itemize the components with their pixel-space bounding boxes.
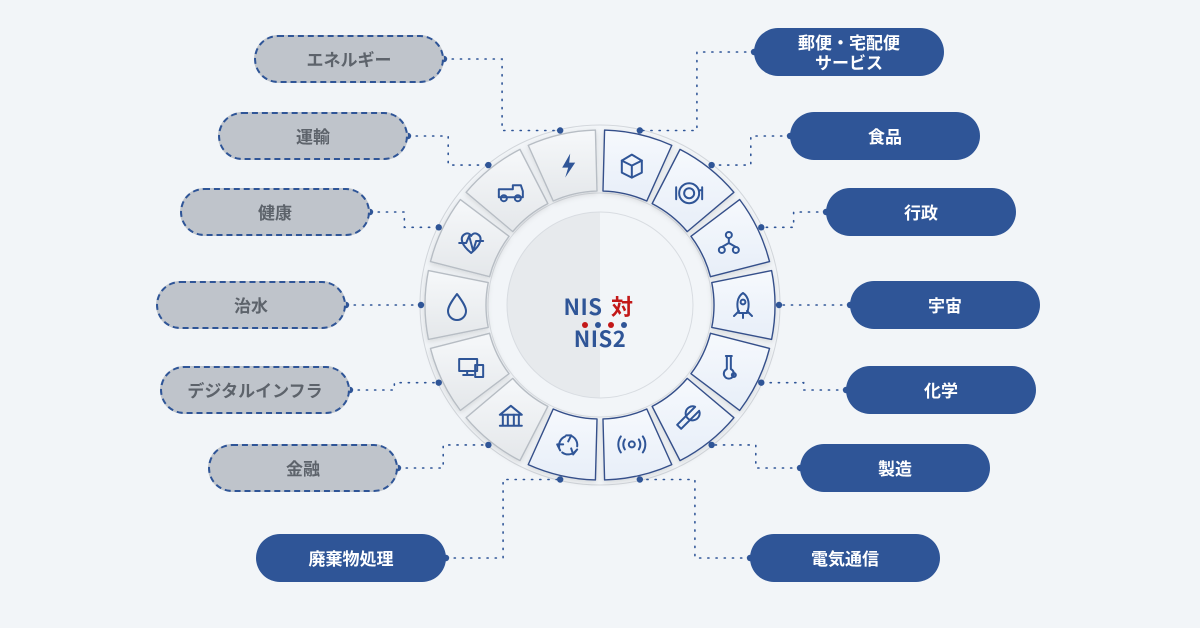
connector-manufacture <box>712 445 800 468</box>
sector-pill-digital: デジタルインフラ <box>160 366 350 414</box>
connector-waste <box>446 480 560 558</box>
connector-dot <box>758 224 764 230</box>
accent-dot <box>582 322 588 328</box>
accent-dot <box>608 322 614 328</box>
connector-dot <box>485 442 491 448</box>
connector-finance <box>398 445 488 468</box>
center-dots <box>582 322 627 328</box>
connector-dot <box>557 127 563 133</box>
sector-pill-food: 食品 <box>790 112 980 160</box>
sector-pill-admin: 行政 <box>826 188 1016 236</box>
connector-dot <box>637 476 643 482</box>
sector-pill-telecom: 電気通信 <box>750 534 940 582</box>
connector-transport <box>408 136 488 165</box>
accent-dot <box>595 322 601 328</box>
sector-pill-space: 宇宙 <box>850 281 1040 329</box>
sector-pill-finance: 金融 <box>208 444 398 492</box>
connector-dot <box>637 127 643 133</box>
connector-admin <box>761 212 826 227</box>
connector-dot <box>485 162 491 168</box>
sector-pill-postal: 郵便・宅配便 サービス <box>754 28 944 76</box>
connector-dot <box>418 302 424 308</box>
sector-pill-energy: エネルギー <box>254 35 444 83</box>
connector-dot <box>557 476 563 482</box>
connector-digital <box>350 383 439 390</box>
sector-pill-water: 治水 <box>156 281 346 329</box>
connector-telecom <box>640 480 750 558</box>
connector-dot <box>436 224 442 230</box>
sector-pill-chemical: 化学 <box>846 366 1036 414</box>
sector-pill-health: 健康 <box>180 188 370 236</box>
ring-segment-droplet <box>425 271 488 340</box>
connector-dot <box>708 162 714 168</box>
connector-dot <box>708 442 714 448</box>
center-tai: 対 <box>611 290 634 322</box>
connector-dot <box>758 379 764 385</box>
accent-dot <box>621 322 627 328</box>
diagram-root: NIS 対 NIS2 エネルギー運輸健康治水デジタルインフラ金融廃棄物処理郵便・… <box>0 0 1200 628</box>
center-nis: NIS <box>564 290 603 322</box>
connector-dot <box>436 379 442 385</box>
sector-pill-manufacture: 製造 <box>800 444 990 492</box>
connector-food <box>712 136 790 165</box>
connector-dot <box>776 302 782 308</box>
sector-pill-waste: 廃棄物処理 <box>256 534 446 582</box>
sector-pill-transport: 運輸 <box>218 112 408 160</box>
connector-energy <box>444 59 560 130</box>
connector-health <box>370 212 439 227</box>
connector-postal <box>640 52 754 130</box>
connector-chemical <box>761 383 846 390</box>
